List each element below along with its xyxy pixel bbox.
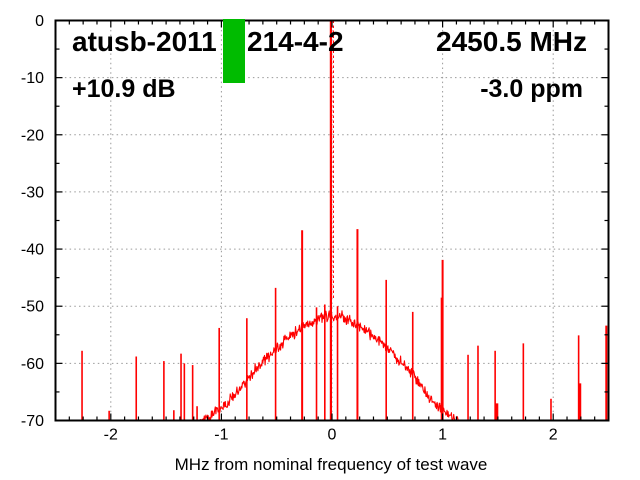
y-tick-label: -20 — [21, 127, 44, 144]
x-axis-title: MHz from nominal frequency of test wave — [174, 455, 488, 474]
y-tick-label: -50 — [21, 299, 44, 316]
x-tick-label: 1 — [438, 427, 447, 444]
test-id-suffix-label: 214-4-2 — [247, 26, 344, 57]
ppm-offset-label: -3.0 ppm — [480, 75, 583, 103]
x-tick-label: 0 — [328, 427, 337, 444]
axes-layer — [54, 19, 610, 422]
y-tick-label: -40 — [21, 242, 44, 259]
tick-label-layer: -2 -1 0 1 20-10-20-30-40-50-60-70 — [21, 13, 558, 444]
y-tick-label: -60 — [21, 356, 44, 373]
y-tick-label: -30 — [21, 184, 44, 201]
x-tick-label: -1 — [214, 427, 228, 444]
pass-margin-bar — [223, 19, 245, 83]
y-tick-label: -70 — [21, 413, 44, 430]
test-id-label: atusb-2011 — [72, 26, 217, 57]
y-tick-label: 0 — [35, 13, 44, 30]
x-tick-label: -2 — [104, 427, 118, 444]
trace-layer — [81, 20, 608, 421]
y-tick-label: -10 — [21, 70, 44, 87]
center-frequency-label: 2450.5 MHz — [436, 26, 587, 57]
margin-db-label: +10.9 dB — [72, 75, 176, 103]
x-tick-label: 2 — [549, 427, 558, 444]
